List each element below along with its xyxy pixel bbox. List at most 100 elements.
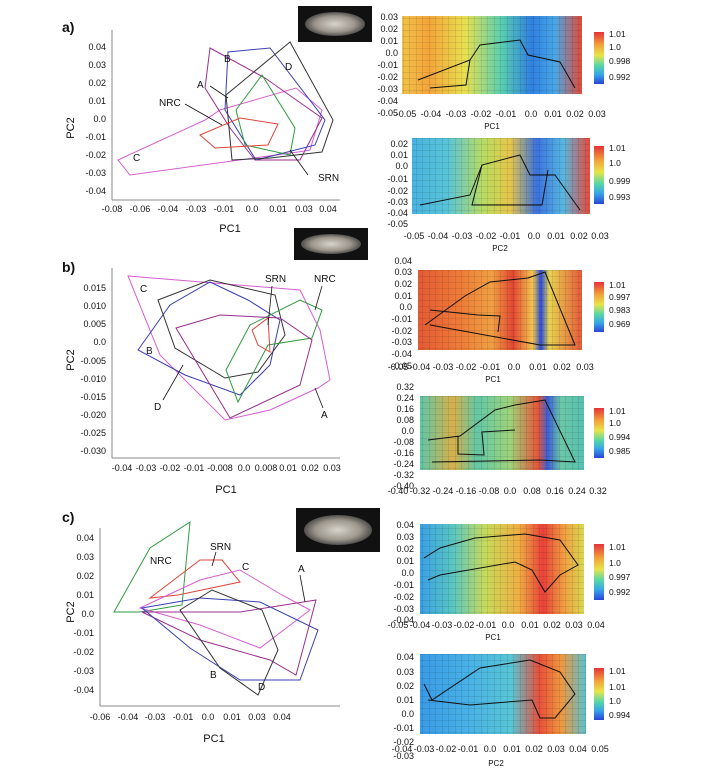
xtick: 0.03 [547, 744, 565, 754]
xtick: -0.32 [410, 486, 431, 496]
colorbar-tick: 1.01 [609, 542, 626, 552]
ytick: -0.02 [73, 647, 94, 657]
hull-b [137, 281, 281, 396]
heatmap-xlabel: PC2 [492, 244, 508, 253]
xtick: 0.02 [553, 362, 571, 372]
heatmap-a2: 0.02 0.01 0.0 -0.01 -0.02 -0.03 -0.04 -0… [387, 138, 631, 253]
colorbar-tick: 0.999 [609, 176, 631, 186]
pca-ylabel: PC2 [65, 117, 77, 138]
hull-a [175, 314, 313, 419]
xtick: -0.40 [388, 486, 409, 496]
xtick: -0.04 [428, 231, 449, 241]
xtick: -0.24 [433, 486, 454, 496]
heatmap-c2: 0.04 0.03 0.02 0.01 0.0 -0.01 -0.02 -0.0… [392, 652, 631, 768]
ytick: -0.32 [393, 470, 414, 480]
ytick: 0.02 [88, 78, 106, 88]
pca-xlabel: PC1 [219, 223, 240, 235]
ytick: 0.03 [88, 60, 106, 70]
group-label: B [146, 346, 153, 357]
ytick: 0.01 [88, 96, 106, 106]
colorbar-tick: 0.997 [609, 572, 631, 582]
ytick: -0.24 [393, 459, 414, 469]
ytick: -0.01 [393, 580, 414, 590]
ytick: -0.03 [387, 197, 408, 207]
xtick: -0.03 [136, 463, 157, 473]
ytick: 0.03 [396, 667, 414, 677]
colorbar-tick: 1.01 [609, 29, 626, 39]
xtick: 0.01 [521, 620, 539, 630]
xtick: 0.0 [484, 744, 497, 754]
hull-nrc [113, 521, 191, 613]
xtick: -0.01 [476, 620, 497, 630]
xtick: 0.0 [528, 231, 541, 241]
hull-a [141, 599, 317, 676]
group-label: C [242, 562, 249, 573]
xtick: -0.01 [480, 362, 501, 372]
ytick: -0.03 [393, 604, 414, 614]
ytick: -0.025 [80, 428, 106, 438]
colorbar-tick: 0.992 [609, 587, 631, 597]
xtick: -0.04 [158, 204, 179, 214]
xtick: -0.16 [456, 486, 477, 496]
heatmap-a1: 0.03 0.02 0.01 0.0 -0.01 -0.02 -0.03 -0.… [377, 12, 630, 131]
ytick: -0.08 [393, 437, 414, 447]
xtick: 0.02 [566, 109, 584, 119]
ytick: 0.04 [396, 520, 414, 530]
xtick: 0.04 [273, 712, 291, 722]
xtick: -0.04 [112, 463, 133, 473]
xtick: -0.03 [446, 109, 467, 119]
ytick: -0.03 [73, 666, 94, 676]
ytick: 0.0 [81, 609, 94, 619]
xtick: 0.0 [238, 463, 251, 473]
hull-c [138, 569, 311, 649]
ytick: 0.02 [394, 279, 412, 289]
ytick: 0.02 [396, 681, 414, 691]
ytick: -0.04 [73, 685, 94, 695]
panel-label-a: a) [62, 19, 74, 35]
ytick: -0.03 [393, 751, 414, 761]
xtick: 0.02 [525, 744, 543, 754]
ytick: -0.05 [377, 108, 398, 118]
xtick: 0.0 [525, 109, 538, 119]
ytick: 0.01 [396, 556, 414, 566]
pca-ylabel: PC2 [65, 601, 77, 622]
xtick: 0.08 [523, 486, 541, 496]
ytick: 0.04 [394, 256, 412, 266]
ytick: 0.16 [396, 404, 414, 414]
group-label: SRN [265, 274, 286, 285]
ytick: 0.010 [83, 301, 106, 311]
colorbar-tick: 0.993 [609, 192, 631, 202]
ytick: -0.04 [387, 208, 408, 218]
ytick: -0.03 [391, 337, 412, 347]
colorbar-tick: 1.01 [609, 666, 626, 676]
xtick: 0.04 [569, 744, 587, 754]
skull-image-ventral [294, 228, 368, 260]
pca-plot-c: 0.04 0.03 0.02 0.01 0.0 -0.01 -0.02 -0.0… [65, 521, 340, 745]
xtick: 0.02 [543, 620, 561, 630]
xtick: -0.04 [410, 362, 431, 372]
xtick: -0.04 [118, 712, 139, 722]
ytick: -0.020 [80, 410, 106, 420]
xtick: -0.04 [392, 744, 413, 754]
colorbar-tick: 1.0 [609, 418, 621, 428]
ytick: -0.02 [393, 592, 414, 602]
ytick: 0.01 [394, 291, 412, 301]
ytick: 0.0 [401, 426, 414, 436]
pca-ylabel: PC2 [65, 349, 77, 370]
heatmap-xlabel: PC1 [484, 122, 500, 131]
group-label: NRC [314, 274, 336, 285]
xtick: -0.008 [207, 463, 233, 473]
ytick: 0.32 [396, 382, 414, 392]
ytick: -0.02 [387, 186, 408, 196]
xtick: -0.03 [433, 362, 454, 372]
heatmap-c1: 0.04 0.03 0.02 0.01 0.0 -0.01 -0.02 -0.0… [388, 520, 631, 642]
colorbar-tick: 0.997 [609, 292, 631, 302]
hull-srn [199, 117, 279, 149]
ytick: -0.01 [393, 723, 414, 733]
colorbar-tick: 1.0 [609, 42, 621, 52]
ytick: 0.0 [93, 337, 106, 347]
ytick: -0.01 [387, 174, 408, 184]
ytick: -0.02 [391, 326, 412, 336]
hull-b [140, 597, 319, 681]
xtick: 0.01 [269, 204, 287, 214]
